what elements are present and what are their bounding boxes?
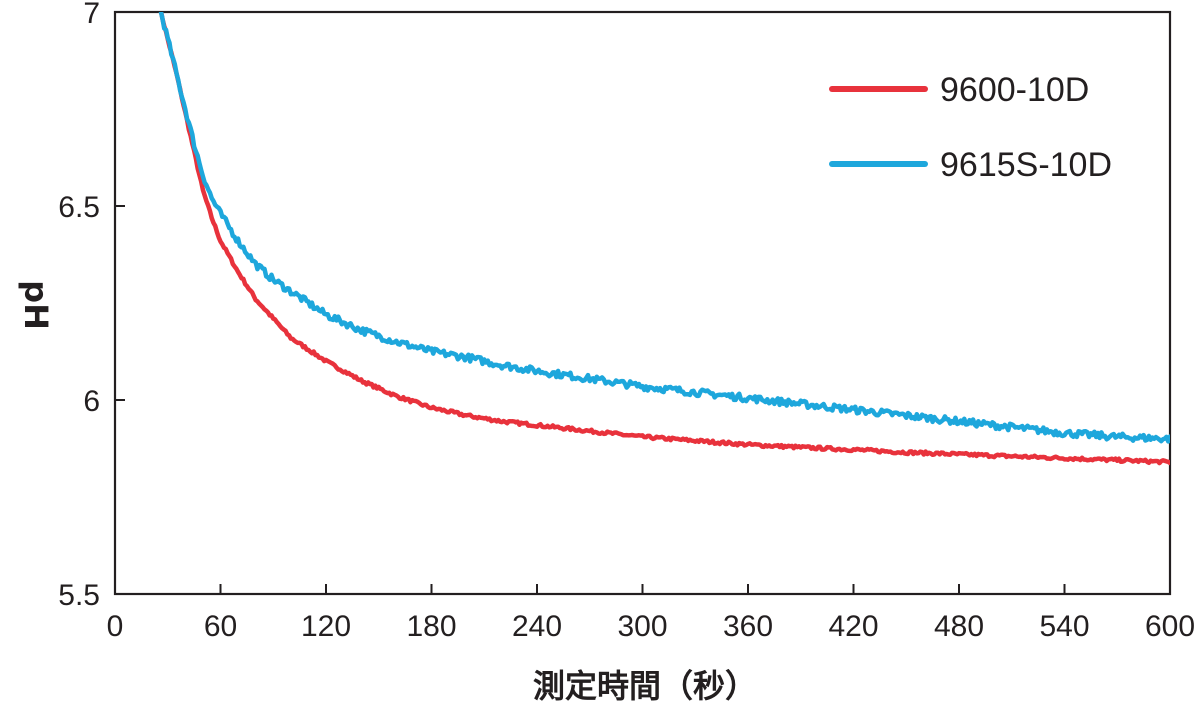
x-tick-label: 600 xyxy=(1145,610,1195,643)
x-tick-label: 240 xyxy=(512,610,562,643)
legend: 9600-10D 9615S-10D xyxy=(829,71,1112,184)
x-tick-label: 0 xyxy=(107,610,124,643)
x-tick-label: 180 xyxy=(406,610,456,643)
x-tick-label: 120 xyxy=(301,610,351,643)
x-tick-label: 360 xyxy=(723,610,773,643)
x-tick-label: 480 xyxy=(934,610,984,643)
x-tick-label: 300 xyxy=(617,610,667,643)
legend-label: 9600-10D xyxy=(940,71,1089,109)
x-tick-label: 60 xyxy=(204,610,237,643)
x-axis: 0 60 120 180 240 300 360 420 480 540 600 xyxy=(107,584,1195,643)
y-tick-label: 7 xyxy=(83,0,100,30)
y-axis-title: pH xyxy=(17,280,55,330)
series-line-9600-10d xyxy=(158,12,1170,466)
y-tick-label: 5.5 xyxy=(58,579,100,612)
y-tick-label: 6.5 xyxy=(58,191,100,224)
series-layer xyxy=(158,12,1170,466)
legend-label: 9615S-10D xyxy=(940,146,1112,184)
y-axis: 5.5 6 6.5 7 xyxy=(58,0,125,612)
series-line-9615s-10d xyxy=(158,12,1170,444)
x-tick-label: 420 xyxy=(828,610,878,643)
x-tick-label: 540 xyxy=(1039,610,1089,643)
y-tick-label: 6 xyxy=(83,385,100,418)
x-axis-title: 測定時間（秒） xyxy=(533,667,757,705)
